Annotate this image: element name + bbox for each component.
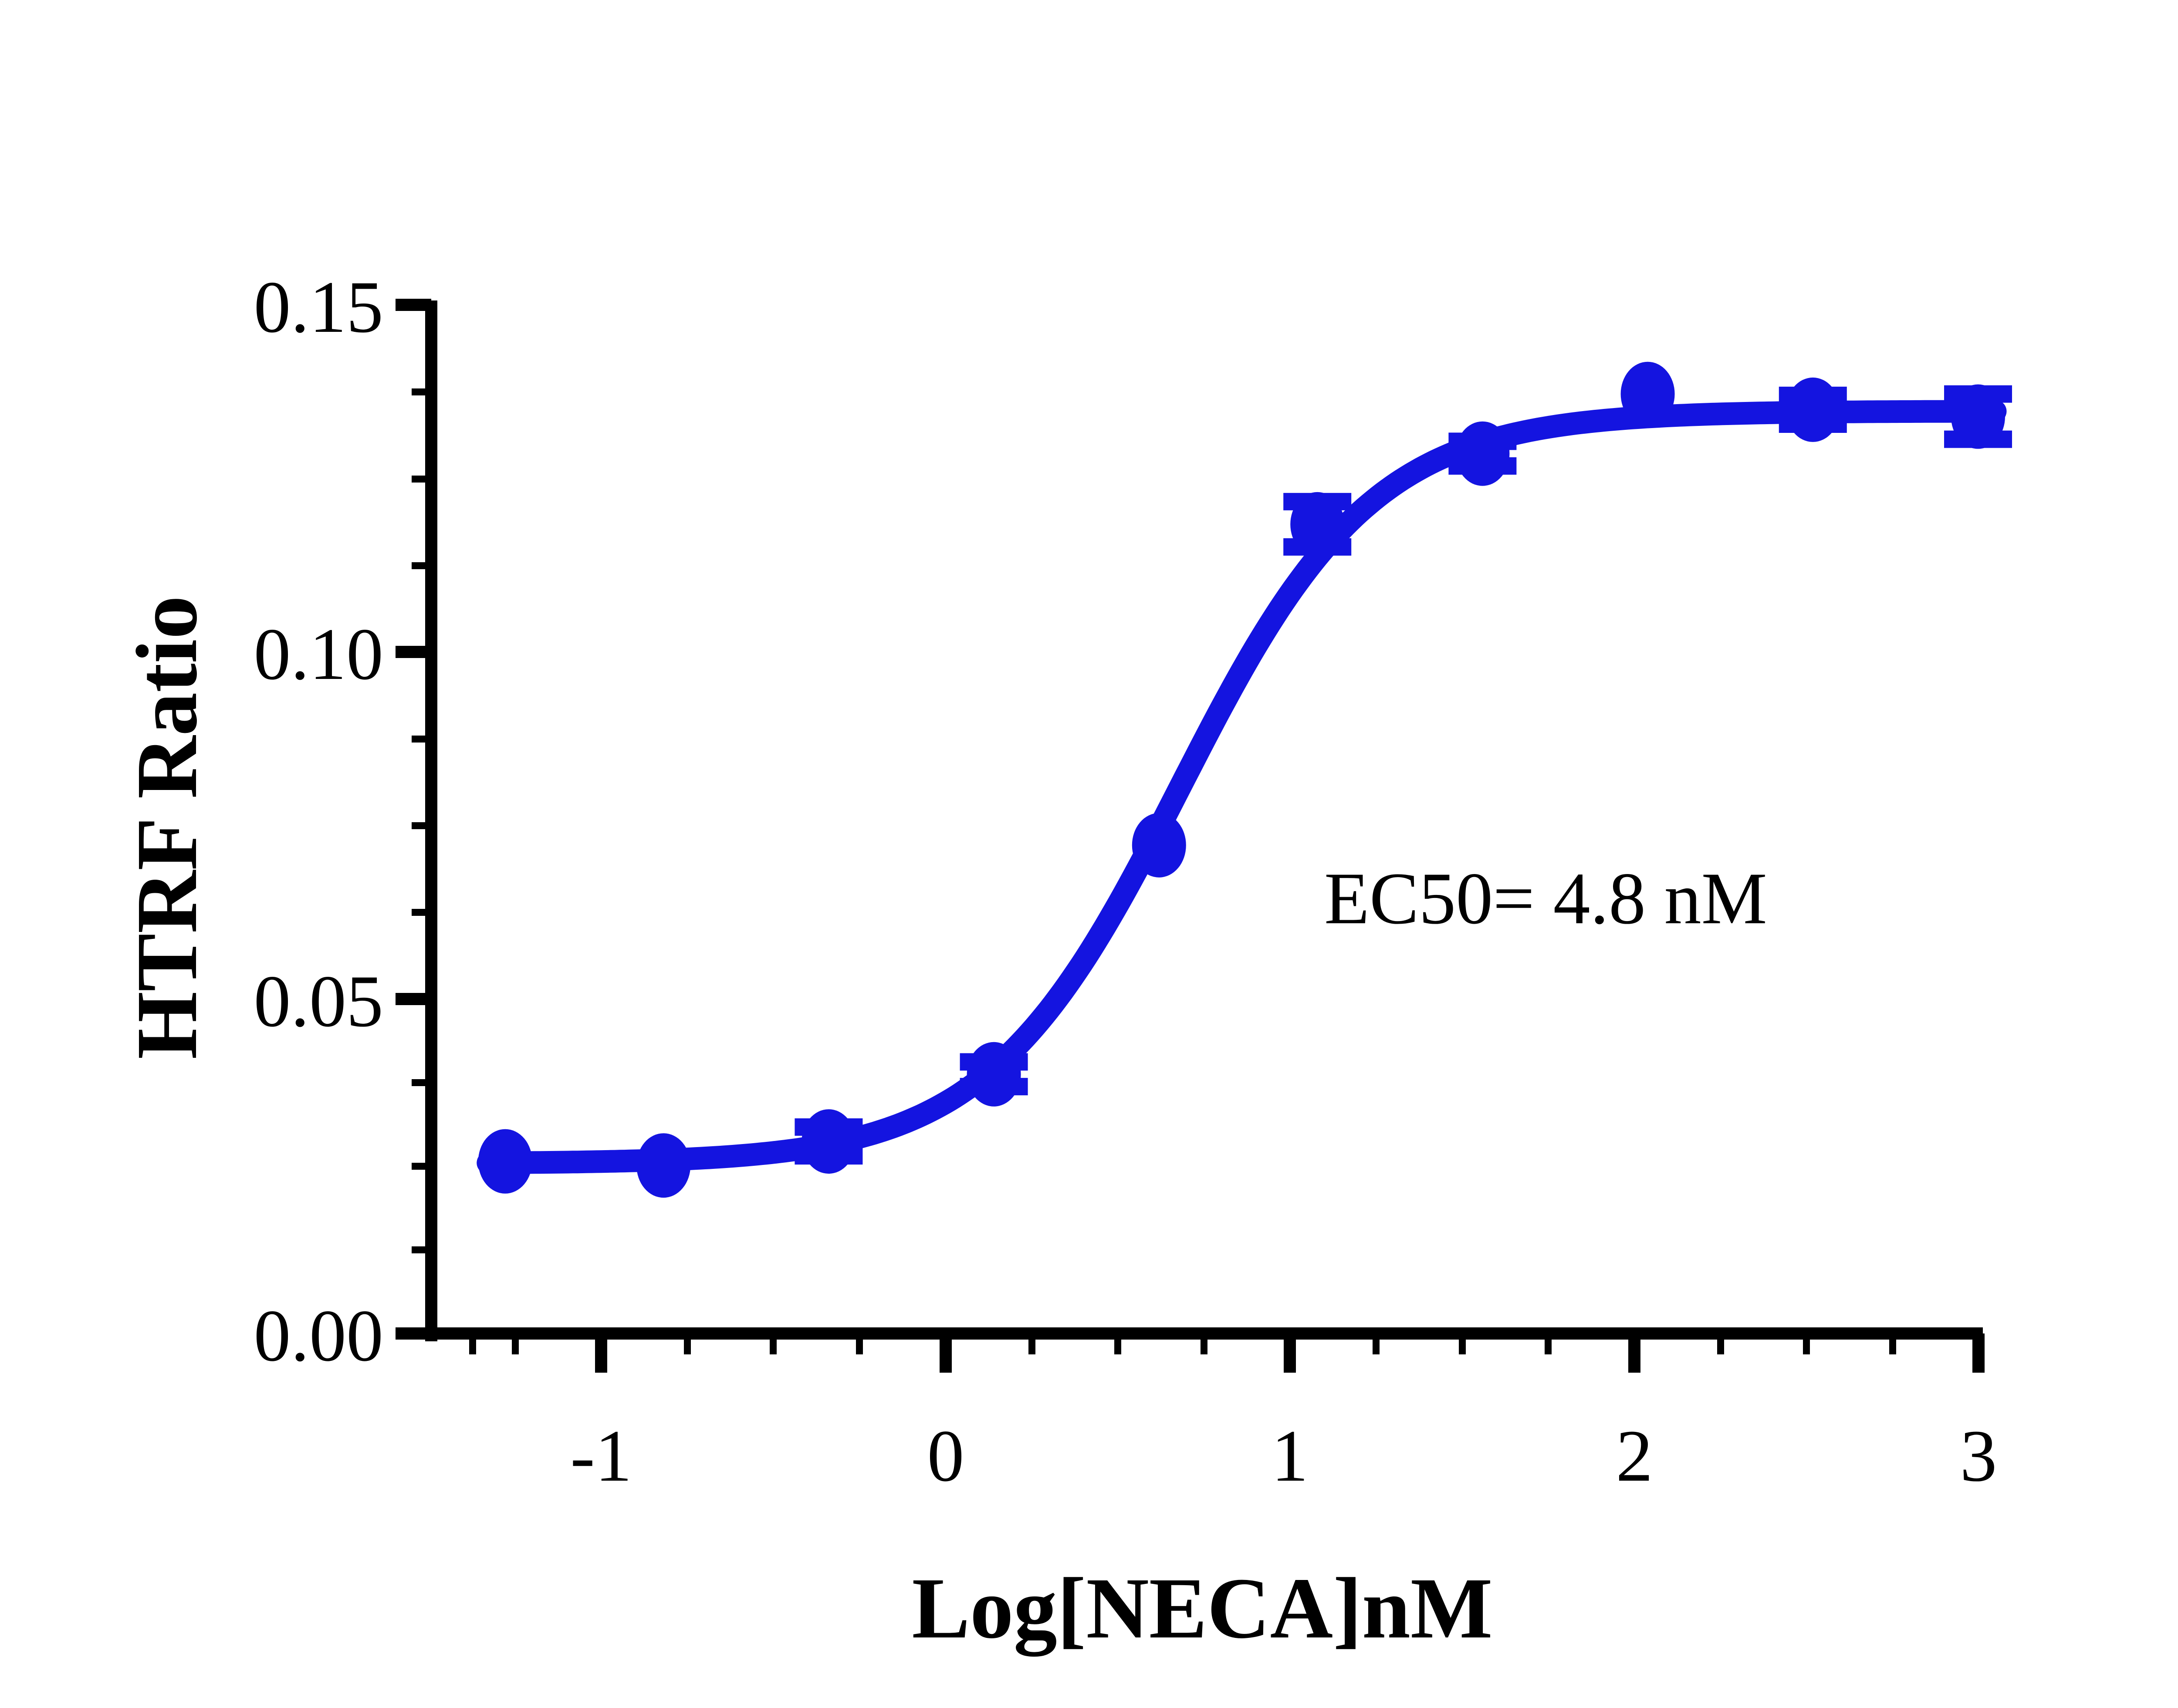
data-point-marker xyxy=(802,1109,856,1174)
data-point-marker xyxy=(1290,492,1345,557)
y-axis-title: HTRF Ratio xyxy=(119,596,215,1060)
dose-response-curve xyxy=(477,400,2007,1175)
data-point-marker xyxy=(1132,813,1186,878)
y-axis: 0.15 0.10 0.05 0.00 xyxy=(254,266,437,1377)
x-axis-title: Log[NECA]nM xyxy=(912,1560,1492,1657)
data-point-marker xyxy=(1951,384,2005,449)
data-point-marker xyxy=(1786,377,1840,442)
data-point-marker xyxy=(1620,361,1675,426)
x-tick-label-3: 3 xyxy=(1960,1415,1997,1497)
y-tick-label-005: 0.05 xyxy=(254,960,384,1042)
data-point-marker xyxy=(1455,421,1510,486)
y-tick-label-015: 0.15 xyxy=(254,266,384,348)
x-axis: -1 0 1 2 3 xyxy=(426,1327,1997,1497)
y-tick-label-000: 0.00 xyxy=(254,1295,384,1377)
y-tick-label-010: 0.10 xyxy=(254,613,384,695)
x-tick-label-1: 1 xyxy=(1272,1415,1309,1497)
x-tick-label-neg1: -1 xyxy=(570,1415,632,1497)
data-point-marker xyxy=(478,1129,532,1194)
x-tick-label-2: 2 xyxy=(1616,1415,1653,1497)
data-point-marker xyxy=(967,1042,1021,1107)
x-tick-label-0: 0 xyxy=(927,1415,964,1497)
data-markers-group xyxy=(478,361,2005,1198)
data-point-marker xyxy=(636,1133,691,1198)
ec50-annotation: EC50= 4.8 nM xyxy=(1324,857,1767,939)
